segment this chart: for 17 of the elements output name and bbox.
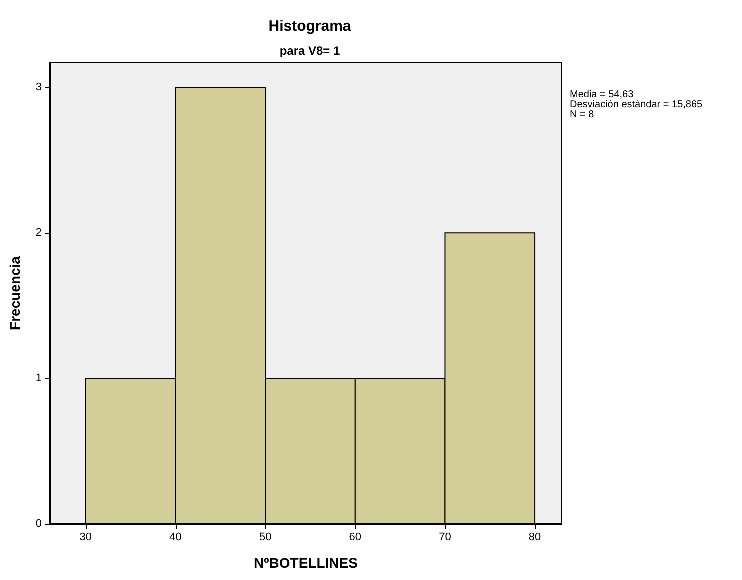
chart-subtitle: para V8= 1: [280, 44, 341, 58]
x-tick-label: 30: [80, 532, 92, 544]
x-tick-label: 40: [170, 532, 182, 544]
y-tick-label: 3: [36, 82, 42, 94]
x-axis-title: NºBOTELLINES: [254, 555, 358, 571]
y-tick-label: 1: [36, 372, 42, 385]
y-tick-label: 2: [36, 227, 42, 240]
x-tick-label: 80: [528, 532, 542, 544]
x-tick-label: 60: [349, 532, 362, 544]
chart-title: Histograma: [268, 18, 352, 35]
y-axis-title: Frecuencia: [7, 256, 23, 330]
text: Desviación estándar = 15,865: [570, 100, 704, 110]
y-tick-label: 0: [36, 518, 42, 530]
x-tick-label: 50: [259, 532, 272, 544]
text: Media = 54,63: [570, 90, 634, 100]
text: N = 8: [570, 110, 595, 120]
x-tick-label: 70: [439, 532, 452, 544]
